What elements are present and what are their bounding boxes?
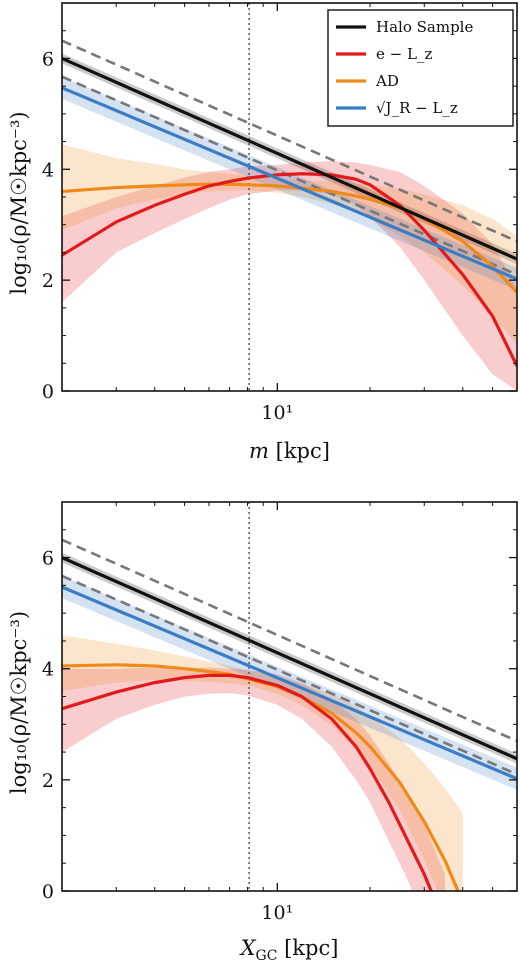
- x-tick-label: 10¹: [261, 902, 293, 924]
- line-j-r-l-z: [62, 86, 517, 281]
- x-axis-label: m [kpc]: [249, 439, 330, 463]
- bottom-panel: 0 2 4 6 10¹ XGC [kpc] log₁₀(ρ/M☉kpc⁻³): [7, 501, 518, 963]
- y-axis-label: log₁₀(ρ/M☉kpc⁻³): [7, 611, 31, 794]
- legend: Halo Sample e − L_z AD √J_R − L_z: [327, 9, 514, 127]
- line-j-r-l-z: [62, 585, 517, 781]
- top-panel: 0 2 4 6 10¹ m [kpc] log₁₀(ρ/M☉kpc⁻³) Halo Sampl…: [7, 2, 518, 463]
- y-tick-label: 6: [42, 548, 54, 570]
- y-tick-label: 4: [42, 159, 54, 181]
- legend-label: Halo Sample: [376, 18, 473, 36]
- reference-line-5: [62, 574, 517, 776]
- y-axis-label: log₁₀(ρ/M☉kpc⁻³): [7, 111, 31, 294]
- plot-area: [62, 3, 517, 391]
- reference-line-4: [62, 39, 517, 243]
- plot-area: [62, 502, 517, 891]
- band-ad: [62, 144, 517, 344]
- y-tick-label: 4: [42, 659, 54, 681]
- line-halo-sample: [62, 56, 517, 261]
- legend-label: e − L_z: [376, 45, 432, 63]
- line-halo-sample: [62, 556, 517, 761]
- y-tick-label: 2: [42, 270, 54, 292]
- line-e-l-z: [62, 673, 433, 891]
- y-tick-label: 6: [42, 48, 54, 70]
- x-axis-label: XGC [kpc]: [239, 936, 339, 963]
- y-tick-label: 0: [42, 381, 54, 403]
- legend-label: √J_R − L_z: [376, 99, 458, 117]
- band-e-l-z: [62, 667, 445, 891]
- reference-line-4: [62, 538, 517, 743]
- band-e-l-z: [62, 160, 517, 391]
- y-tick-label: 0: [42, 881, 54, 903]
- y-tick-label: 2: [42, 770, 54, 792]
- legend-label: AD: [375, 72, 399, 90]
- x-tick-label: 10¹: [261, 402, 293, 424]
